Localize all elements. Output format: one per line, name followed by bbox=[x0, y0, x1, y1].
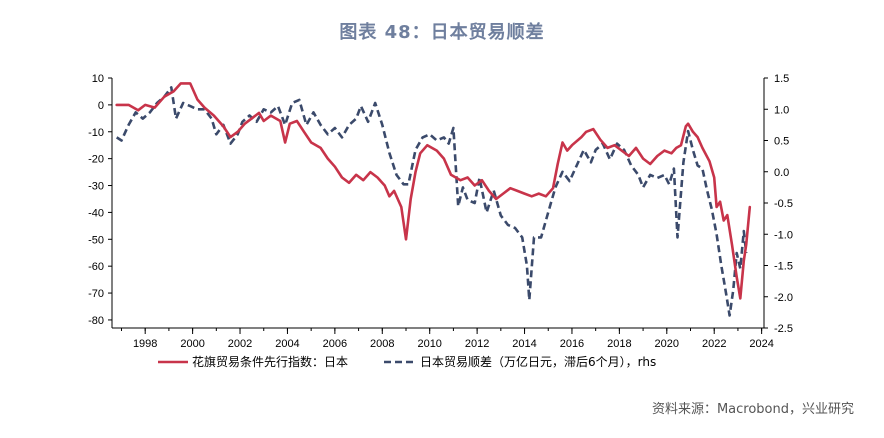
x-tick-label: 2018 bbox=[607, 338, 631, 350]
left-tick-label: -30 bbox=[88, 181, 104, 193]
chart-legend: 花旗贸易条件先行指数：日本 日本贸易顺差（万亿日元，滞后6个月），rhs bbox=[158, 354, 656, 369]
legend-label-trade: 日本贸易顺差（万亿日元，滞后6个月），rhs bbox=[420, 354, 656, 369]
right-tick-label: -1.0 bbox=[774, 229, 793, 241]
right-tick-label: -0.5 bbox=[774, 198, 793, 210]
left-tick-label: -50 bbox=[88, 234, 104, 246]
left-tick-label: 0 bbox=[98, 100, 104, 112]
x-tick-label: 2000 bbox=[180, 338, 204, 350]
right-tick-label: 0.0 bbox=[774, 167, 789, 179]
x-tick-label: 2004 bbox=[275, 338, 299, 350]
left-tick-label: 10 bbox=[92, 73, 104, 85]
chart-axes: 10 0 -10 -20 -30 -40 -50 -60 -70 -80 1.5 1.0 0.5 0.0 -… bbox=[88, 73, 793, 350]
left-tick-label: -70 bbox=[88, 288, 104, 300]
x-tick-label: 2008 bbox=[370, 338, 394, 350]
legend-label-citi: 花旗贸易条件先行指数：日本 bbox=[192, 354, 348, 369]
x-tick-label: 2012 bbox=[465, 338, 489, 350]
left-tick-label: -80 bbox=[88, 315, 104, 327]
x-tick-label: 1998 bbox=[133, 338, 157, 350]
right-tick-label: 0.5 bbox=[774, 136, 789, 148]
right-tick-label: -2.0 bbox=[774, 292, 793, 304]
source-note: 资料来源：Macrobond，兴业研究 bbox=[651, 402, 854, 417]
chart-title: 图表 48：日本贸易顺差 bbox=[339, 22, 545, 43]
x-tick-label: 2020 bbox=[655, 338, 679, 350]
series-line-citi-leading-index bbox=[115, 82, 752, 300]
x-tick-label: 2006 bbox=[323, 338, 347, 350]
x-tick-label: 2016 bbox=[560, 338, 584, 350]
left-tick-label: -20 bbox=[88, 154, 104, 166]
chart-series bbox=[115, 82, 752, 317]
right-tick-label: 1.5 bbox=[774, 73, 789, 85]
right-tick-label: -1.5 bbox=[774, 261, 793, 273]
x-tick-label: 2002 bbox=[228, 338, 252, 350]
series-line-trade-balance bbox=[115, 86, 748, 317]
x-tick-label: 2014 bbox=[512, 338, 536, 350]
x-tick-label: 2024 bbox=[749, 338, 773, 350]
x-tick-label: 2010 bbox=[417, 338, 441, 350]
left-tick-label: -40 bbox=[88, 207, 104, 219]
right-tick-label: -2.5 bbox=[774, 323, 793, 335]
right-tick-label: 1.0 bbox=[774, 104, 789, 116]
left-tick-label: -10 bbox=[88, 127, 104, 139]
left-tick-label: -60 bbox=[88, 261, 104, 273]
x-tick-label: 2022 bbox=[702, 338, 726, 350]
